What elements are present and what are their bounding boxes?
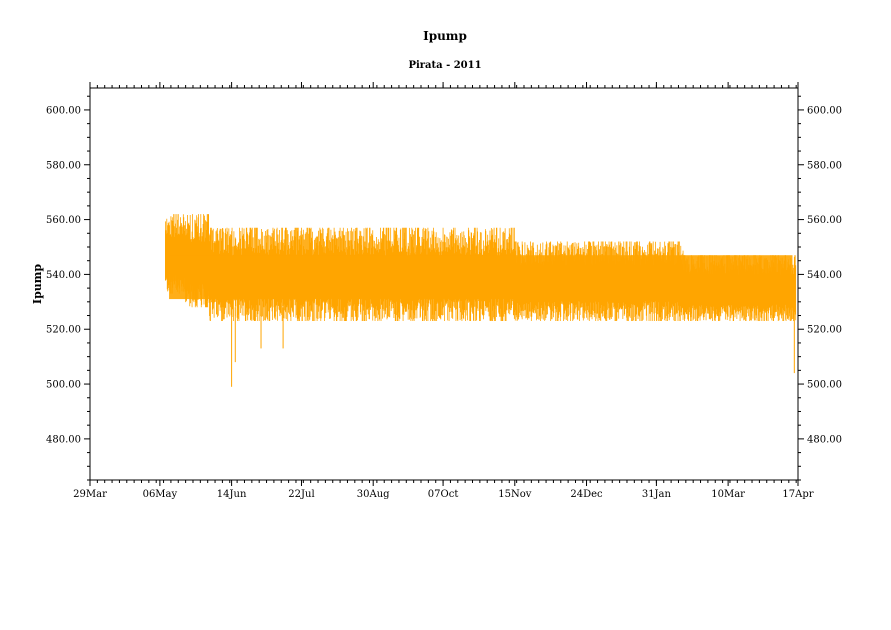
axes: 480.00 480.00 500.00 500.00 520.00 520.00 540.… [46, 82, 842, 500]
y-tick-label-left: 540.00 [46, 270, 81, 281]
series-core-band [169, 255, 793, 300]
x-tick-label: 22Jul [288, 489, 314, 500]
x-tick-label: 15Nov [498, 489, 531, 500]
y-tick-label-left: 600.00 [46, 105, 81, 116]
y-tick-label-left: 520.00 [46, 325, 81, 336]
x-tick-label: 06May [143, 489, 178, 500]
x-tick-label: 30Aug [357, 489, 390, 500]
x-tick-label: 24Dec [570, 489, 603, 500]
y-tick-label-right: 580.00 [807, 160, 842, 171]
y-tick-label-left: 500.00 [46, 380, 81, 391]
y-tick-label-right: 480.00 [807, 434, 842, 445]
y-tick-label-right: 500.00 [807, 380, 842, 391]
y-tick-label-left: 580.00 [46, 160, 81, 171]
y-tick-label-right: 600.00 [807, 105, 842, 116]
x-tick-label: 29Mar [73, 489, 107, 500]
x-tick-label: 10Mar [711, 489, 745, 500]
y-tick-label-right: 540.00 [807, 270, 842, 281]
y-tick-label-left: 560.00 [46, 215, 81, 226]
x-tick-label: 31Jan [642, 489, 672, 500]
chart-subtitle: Pirata - 2011 [408, 60, 481, 71]
y-tick-label-left: 480.00 [46, 434, 81, 445]
y-axis-label: Ipump [31, 264, 44, 304]
plot-frame [89, 87, 799, 481]
x-tick-label: 07Oct [428, 489, 459, 500]
x-tick-label: 14Jun [217, 489, 247, 500]
chart-title: Ipump [423, 29, 467, 43]
y-tick-label-right: 520.00 [807, 325, 842, 336]
x-tick-label: 17Apr [782, 489, 813, 500]
y-tick-label-right: 560.00 [807, 215, 842, 226]
plot-area [165, 214, 797, 387]
